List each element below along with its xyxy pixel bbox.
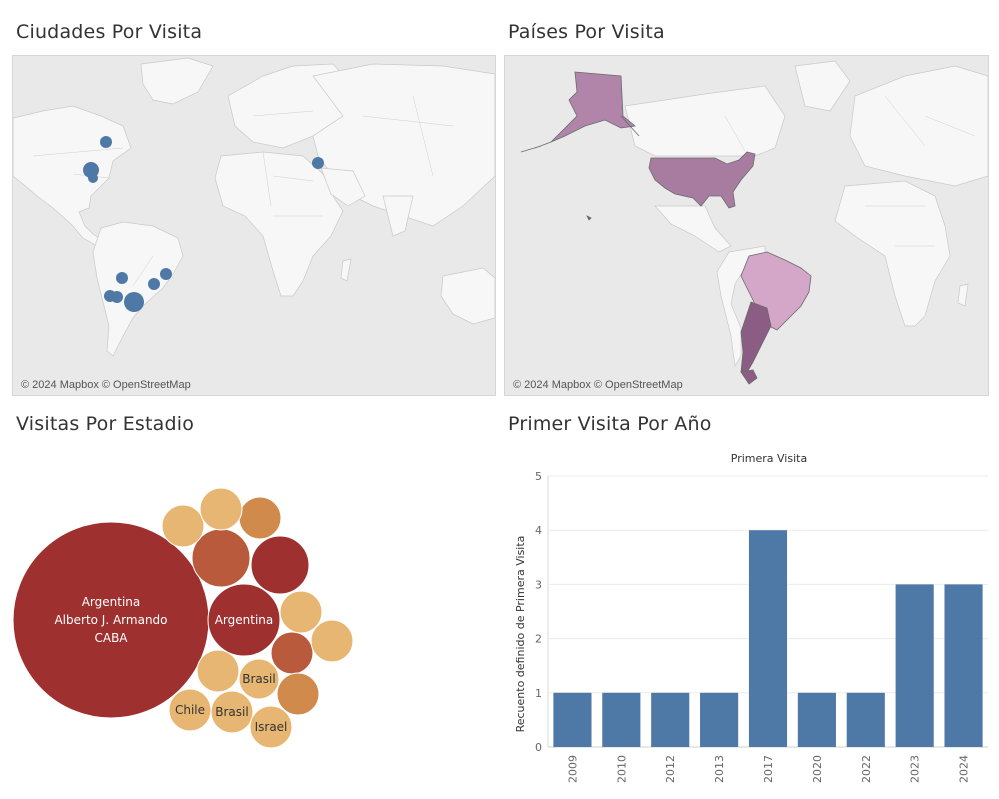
stadium-bubble[interactable] xyxy=(250,535,310,595)
stadium-bubble-label: Brasil xyxy=(242,672,275,686)
bar-x-tick-label: 2022 xyxy=(860,755,873,783)
city-dots xyxy=(83,136,324,312)
stadium-bubble-label: Argentina xyxy=(82,595,141,609)
city-dot[interactable] xyxy=(111,291,123,303)
bar-2017[interactable] xyxy=(748,530,788,747)
land-canada xyxy=(624,85,786,157)
stadium-bubble[interactable] xyxy=(270,631,314,675)
city-dot[interactable] xyxy=(312,157,324,169)
land-greenland xyxy=(140,57,214,105)
stadium-bubble[interactable] xyxy=(238,658,280,700)
bar-y-tick-label: 3 xyxy=(535,578,542,591)
bar-2020[interactable] xyxy=(797,692,836,747)
country-hawaii xyxy=(586,215,592,221)
bar-2013[interactable] xyxy=(700,692,739,747)
cities-map[interactable]: © 2024 Mapbox © OpenStreetMap xyxy=(12,55,496,396)
country-argentina[interactable] xyxy=(740,301,772,377)
stadium-bubble-label: Alberto J. Armando xyxy=(54,613,167,627)
land-mexico xyxy=(654,205,732,253)
stadium-bubble-chart: Argentina Alberto J. Armando CABA Argentina… xyxy=(12,487,354,749)
land-madagascar xyxy=(340,258,352,282)
land-arabia xyxy=(320,167,366,207)
stadium-bubble[interactable] xyxy=(249,705,293,749)
country-argentina-south[interactable] xyxy=(740,369,758,385)
bar-x-tick-label: 2020 xyxy=(811,755,824,783)
bar-x-ticks: 2009 2010 2012 2013 2017 2020 2022 2023 2024 xyxy=(566,755,970,783)
countries-attribution[interactable]: © 2024 Mapbox © OpenStreetMap xyxy=(513,379,683,391)
stadium-bubble[interactable] xyxy=(279,590,323,634)
bar-2012[interactable] xyxy=(651,692,690,747)
city-dot[interactable] xyxy=(116,272,128,284)
land-greenland xyxy=(794,60,851,112)
stadium-bubble-label: Israel xyxy=(255,720,288,734)
countries-map[interactable]: © 2024 Mapbox © OpenStreetMap xyxy=(504,55,989,396)
visited-countries xyxy=(520,71,812,385)
country-usa[interactable] xyxy=(648,151,756,209)
bar-y-tick-label: 4 xyxy=(535,524,542,537)
city-dot[interactable] xyxy=(100,136,112,148)
land-india xyxy=(382,195,414,237)
bar-2010[interactable] xyxy=(602,692,641,747)
bar-x-tick-label: 2024 xyxy=(958,755,971,783)
stadium-bubble[interactable] xyxy=(161,504,205,548)
bar-chart-title: Primera Visita xyxy=(731,452,807,465)
bar-chart-ylabel: Recuento definido de Primera Visita xyxy=(514,536,527,733)
country-alaska-islands xyxy=(520,115,640,153)
bar-x-tick-label: 2010 xyxy=(615,755,628,783)
bar-y-tick-label: 1 xyxy=(535,687,542,700)
year-title: Primer Visita Por Año xyxy=(508,413,712,435)
cities-title: Ciudades Por Visita xyxy=(16,21,203,43)
land-australia xyxy=(440,267,495,325)
bar-marks xyxy=(553,530,983,747)
country-borders xyxy=(724,95,976,247)
stadium-bubble[interactable] xyxy=(207,583,281,657)
stadium-bubble[interactable] xyxy=(276,672,320,716)
bar-2009[interactable] xyxy=(553,692,592,747)
stadium-bubble[interactable] xyxy=(238,496,282,540)
land-south-america xyxy=(92,221,184,357)
country-alaska[interactable] xyxy=(550,71,636,143)
stadium-bubble[interactable] xyxy=(310,619,354,663)
stadium-bubble-label: Chile xyxy=(175,703,205,717)
bar-y-tick-label: 5 xyxy=(535,470,542,483)
bar-y-tick-label: 2 xyxy=(535,633,542,646)
land-europe xyxy=(849,65,988,187)
bar-x-tick-label: 2013 xyxy=(713,755,726,783)
world-landmass xyxy=(624,60,988,368)
bar-2024[interactable] xyxy=(944,584,983,747)
stadium-title: Visitas Por Estadio xyxy=(16,413,195,435)
stadium-bubble[interactable] xyxy=(199,487,243,531)
countries-map-svg xyxy=(520,60,988,385)
stadium-bubble[interactable] xyxy=(196,649,240,693)
bar-x-tick-label: 2023 xyxy=(909,755,922,783)
stadium-bubble[interactable] xyxy=(210,690,254,734)
stadium-bubble-label: Argentina xyxy=(215,613,274,627)
land-madagascar xyxy=(957,283,969,307)
bubble-group: Argentina Alberto J. Armando CABA Argentina… xyxy=(12,487,354,749)
city-dot[interactable] xyxy=(160,268,172,280)
bar-x-tick-label: 2017 xyxy=(762,755,775,783)
bar-2022[interactable] xyxy=(846,692,885,747)
bar-x-tick-label: 2012 xyxy=(664,755,677,783)
countries-title: Países Por Visita xyxy=(508,21,665,43)
bar-x-tick-label: 2009 xyxy=(566,755,579,783)
land-africa xyxy=(834,180,951,327)
city-dot[interactable] xyxy=(148,278,160,290)
city-dot[interactable] xyxy=(124,292,144,312)
stadium-bubble-label: Brasil xyxy=(215,705,248,719)
cities-map-svg xyxy=(13,57,495,357)
bar-y-tick-label: 0 xyxy=(535,741,542,754)
stadium-bubble-label: CABA xyxy=(94,631,128,645)
cities-attribution[interactable]: © 2024 Mapbox © OpenStreetMap xyxy=(21,379,191,391)
bar-2023[interactable] xyxy=(895,584,934,747)
city-dot[interactable] xyxy=(88,173,98,183)
first-visit-bar-chart: Primera Visita Recuento definido de Prim… xyxy=(514,452,988,783)
world-landmass xyxy=(13,57,495,357)
bar-y-ticks: 0 1 2 3 4 5 xyxy=(535,470,542,754)
